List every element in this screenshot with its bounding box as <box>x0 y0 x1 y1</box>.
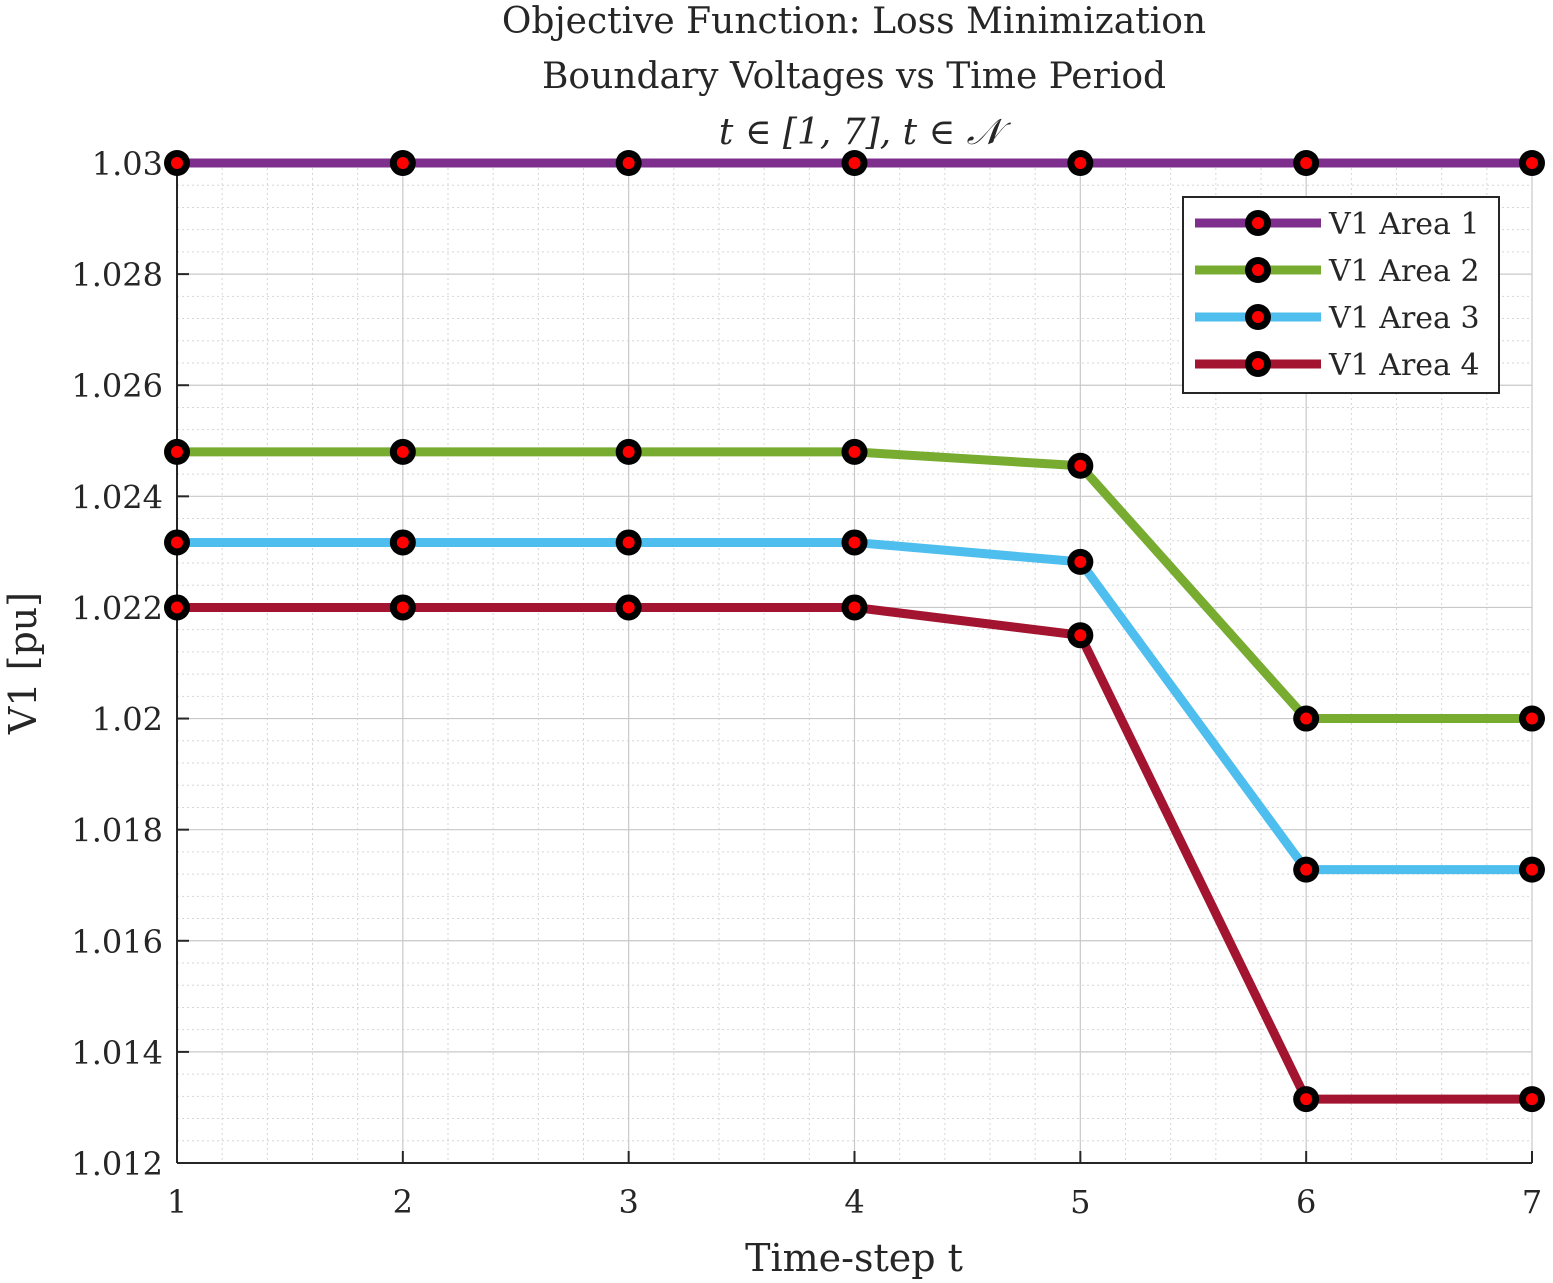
y-tick-label: 1.012 <box>71 1145 163 1183</box>
data-point-center-area-1 <box>622 157 635 169</box>
data-point-center-area-2 <box>1526 712 1538 725</box>
data-point-center-area-3 <box>622 536 635 549</box>
data-point-center-area-2 <box>848 445 861 458</box>
data-point-center-area-4 <box>1074 629 1087 642</box>
y-tick-label: 1.022 <box>71 589 163 627</box>
data-point-center-area-3 <box>848 536 861 549</box>
chart-title: Objective Function: Loss Minimization Bo… <box>502 1 1206 153</box>
y-tick-label: 1.028 <box>71 256 163 294</box>
x-tick-label: 7 <box>1522 1183 1542 1221</box>
legend-marker-center-area-4 <box>1252 358 1264 370</box>
data-point-center-area-3 <box>1526 863 1538 876</box>
axes <box>176 162 1533 1164</box>
legend-label-area-3: V1 Area 3 <box>1328 301 1480 336</box>
x-tick-label: 2 <box>393 1183 413 1221</box>
y-tick-label: 1.018 <box>71 812 163 850</box>
legend-label-area-4: V1 Area 4 <box>1328 348 1480 383</box>
data-point-center-area-4 <box>396 601 409 614</box>
y-tick-label: 1.014 <box>71 1034 163 1072</box>
title-line-3: t ∈ [1, 7], t ∈ 𝒩 <box>719 112 1012 153</box>
y-tick-label: 1.02 <box>92 701 163 739</box>
x-tick-label: 5 <box>1070 1183 1090 1221</box>
data-point-center-area-1 <box>171 157 183 169</box>
data-point-center-area-2 <box>396 445 409 458</box>
data-point-center-area-3 <box>1300 863 1313 876</box>
title-line-2: Boundary Voltages vs Time Period <box>542 56 1166 97</box>
tick-labels: 1 2 3 4 5 6 7 1.012 1.014 1.016 1.018 1.02 1.022 1.02… <box>71 145 1542 1221</box>
x-tick-label: 6 <box>1296 1183 1316 1221</box>
data-point-center-area-1 <box>396 157 409 169</box>
x-axis-label: Time-step t <box>745 1236 963 1280</box>
data-point-center-area-1 <box>848 157 861 169</box>
data-point-center-area-3 <box>171 536 183 549</box>
data-point-center-area-2 <box>171 445 183 458</box>
title-line-1: Objective Function: Loss Minimization <box>502 1 1206 42</box>
legend: V1 Area 1 V1 Area 2 V1 Area 3 V1 Area 4 <box>1182 196 1500 394</box>
data-point-center-area-4 <box>171 601 183 614</box>
y-tick-label: 1.016 <box>71 923 163 961</box>
data-point-center-area-1 <box>1074 157 1087 169</box>
data-point-center-area-3 <box>396 536 409 549</box>
series-layer <box>164 150 1545 1113</box>
legend-marker-center-area-3 <box>1252 311 1264 323</box>
data-point-center-area-1 <box>1526 157 1538 169</box>
x-tick-label: 1 <box>167 1183 187 1221</box>
data-point-center-area-2 <box>622 445 635 458</box>
y-tick-label: 1.03 <box>92 145 163 183</box>
x-tick-label: 3 <box>618 1183 638 1221</box>
data-point-center-area-3 <box>1074 555 1087 568</box>
data-point-center-area-2 <box>1074 459 1087 472</box>
data-point-center-area-4 <box>622 601 635 614</box>
legend-marker-center-area-1 <box>1252 217 1264 229</box>
data-point-center-area-1 <box>1300 157 1313 169</box>
y-axis-label: V1 [pu] <box>1 592 45 735</box>
x-tick-label: 4 <box>844 1183 864 1221</box>
legend-label-area-1: V1 Area 1 <box>1328 207 1480 242</box>
y-tick-label: 1.026 <box>71 367 163 405</box>
data-point-center-area-4 <box>848 601 861 614</box>
legend-label-area-2: V1 Area 2 <box>1328 254 1480 289</box>
y-tick-label: 1.024 <box>71 478 163 516</box>
legend-marker-center-area-2 <box>1252 264 1264 276</box>
data-point-center-area-4 <box>1300 1093 1313 1106</box>
data-point-center-area-2 <box>1300 712 1313 725</box>
data-point-center-area-4 <box>1526 1093 1538 1106</box>
